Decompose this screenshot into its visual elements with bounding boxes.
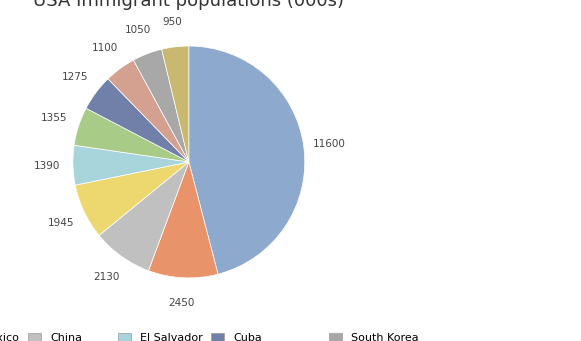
- Wedge shape: [99, 162, 189, 271]
- Text: 1355: 1355: [41, 114, 67, 123]
- Text: 1275: 1275: [62, 72, 89, 83]
- Wedge shape: [149, 162, 218, 278]
- Text: 2130: 2130: [94, 272, 120, 282]
- Text: 2450: 2450: [168, 298, 195, 308]
- Wedge shape: [162, 46, 189, 162]
- Text: 11600: 11600: [313, 139, 346, 149]
- Text: 1390: 1390: [34, 161, 60, 171]
- Wedge shape: [75, 162, 189, 235]
- Wedge shape: [108, 60, 189, 162]
- Wedge shape: [73, 145, 189, 185]
- Text: 950: 950: [162, 16, 182, 27]
- Text: 1945: 1945: [48, 218, 74, 228]
- Legend: Mexico, India, China, Philippines, El Salvador, Vietnam, Cuba, Dominican Rep., S: Mexico, India, China, Philippines, El Sa…: [0, 327, 424, 341]
- Wedge shape: [134, 49, 189, 162]
- Title: USA Immigrant populations (000s): USA Immigrant populations (000s): [33, 0, 345, 10]
- Wedge shape: [86, 79, 189, 162]
- Text: 1100: 1100: [92, 43, 118, 53]
- Wedge shape: [74, 108, 189, 162]
- Text: 1050: 1050: [125, 25, 151, 35]
- Wedge shape: [189, 46, 305, 274]
